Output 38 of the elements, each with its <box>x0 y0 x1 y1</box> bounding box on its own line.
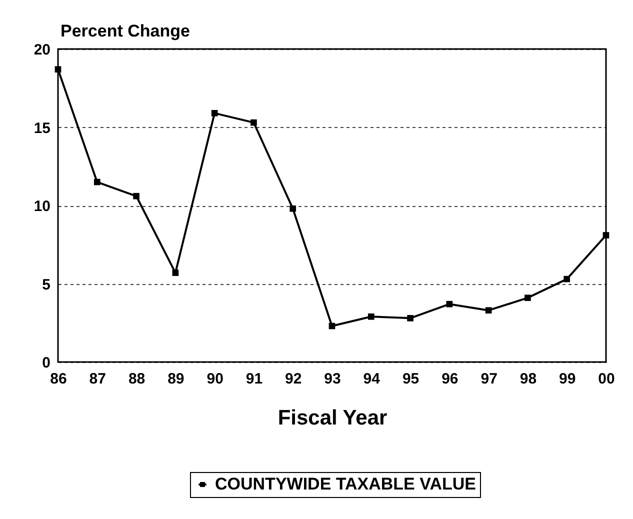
point <box>133 192 140 200</box>
x-tick-label: 92 <box>285 370 302 388</box>
point <box>94 178 100 186</box>
y-axis-title: Percent Change <box>60 22 190 40</box>
x-tick-label: 94 <box>363 370 381 388</box>
x-tick-label: 90 <box>206 370 224 388</box>
x-tick-label: 87 <box>89 370 106 388</box>
y-tick-label: 15 <box>34 120 50 137</box>
x-tick-label: 00 <box>598 370 615 388</box>
x-tick-label: 99 <box>559 370 576 388</box>
x-axis-title: Fiscal Year <box>278 406 388 430</box>
x-tick-label: 97 <box>480 370 498 388</box>
x-tick-label: 93 <box>324 370 341 388</box>
point <box>290 205 296 212</box>
x-tick-label: 89 <box>168 370 184 388</box>
point <box>368 313 374 320</box>
x-tick-label: 95 <box>402 370 420 388</box>
x-tick-label: 98 <box>520 370 537 388</box>
point <box>211 110 218 116</box>
x-tick-label: 91 <box>246 370 263 388</box>
point <box>564 276 570 282</box>
y-tick-label: 20 <box>34 42 50 58</box>
point <box>485 307 492 314</box>
legend-label: COUNTYWIDE TAXABLE VALUE <box>215 474 476 494</box>
point <box>328 322 336 330</box>
point <box>250 119 257 126</box>
point <box>602 232 610 238</box>
y-tick-label: 0 <box>42 354 50 372</box>
point <box>54 66 62 73</box>
point <box>524 294 531 301</box>
y-tick-label: 10 <box>34 198 50 215</box>
y-tick-label: 5 <box>42 276 50 294</box>
x-tick-label: 86 <box>50 370 67 388</box>
point <box>172 270 179 276</box>
point <box>407 315 414 322</box>
point <box>446 300 453 308</box>
x-tick-label: 88 <box>128 370 146 388</box>
x-tick-label: 96 <box>442 370 458 388</box>
